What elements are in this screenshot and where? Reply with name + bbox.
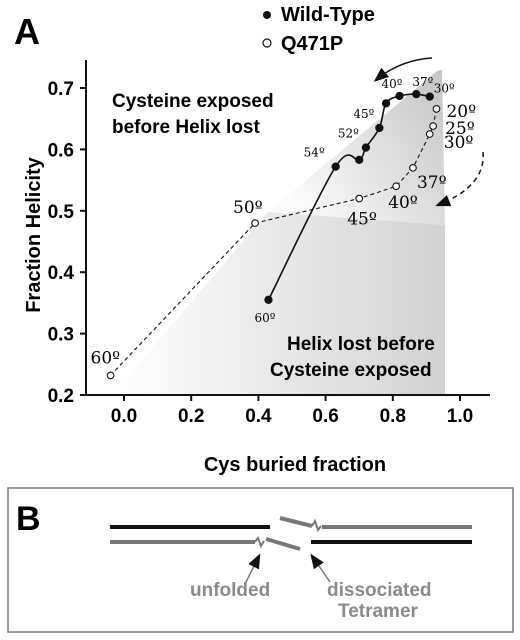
arrow-wild-type-direction	[373, 57, 433, 82]
x-tick-label: 0.0	[111, 406, 137, 427]
squiggle-top	[311, 518, 322, 533]
legend-marker-wild-type	[263, 11, 271, 19]
region-upper-line1: Cysteine exposed	[112, 91, 274, 112]
legend-wild-type: Wild-Type	[281, 4, 375, 26]
axes	[85, 60, 490, 396]
y-ticks: 0.2 0.3 0.4 0.5 0.6 0.7	[48, 79, 86, 407]
wild-type-point	[425, 92, 434, 101]
q471p-point	[425, 130, 434, 138]
q471p-point-label: 30º	[444, 133, 474, 153]
wild-type-point	[331, 162, 340, 171]
y-tick-label: 0.3	[48, 325, 74, 346]
q471p-point-label: 60º	[91, 348, 121, 368]
wild-type-point-label: 45º	[353, 107, 374, 121]
q471p-point-label: 37º	[417, 173, 447, 193]
wild-type-point	[355, 155, 364, 164]
q471p-point	[429, 122, 437, 130]
x-axis-label: Cys buried fraction	[204, 454, 386, 476]
panel-a-label: A	[14, 11, 40, 52]
x-tick-label: 0.2	[178, 406, 204, 427]
label-unfolded: unfolded	[190, 580, 270, 601]
x-ticks: 0.0 0.2 0.4 0.6 0.8 1.0	[111, 395, 473, 427]
q471p-point	[355, 194, 364, 203]
x-tick-label: 0.4	[245, 406, 272, 427]
q471p-point	[409, 163, 417, 172]
panel-b-frame	[7, 487, 514, 633]
q471p-point-label: 40º	[388, 193, 418, 213]
strand-gray-bottom-break	[265, 537, 301, 551]
squiggle-bottom	[254, 535, 265, 549]
wild-type-point-label: 54º	[304, 146, 325, 160]
region-lower-line2: Cysteine exposed	[270, 360, 432, 381]
legend: Wild-Type Q471P	[262, 4, 375, 55]
wild-type-point	[381, 99, 391, 108]
y-axis-label: Fraction Helicity	[23, 156, 45, 312]
wild-type-point	[412, 89, 421, 99]
wild-type-point	[264, 295, 273, 304]
y-tick-label: 0.4	[48, 263, 75, 284]
legend-marker-q471p	[262, 38, 272, 48]
y-tick-label: 0.6	[48, 140, 74, 161]
label-tetramer: Tetramer	[338, 601, 419, 622]
wild-type-point-label: 40º	[382, 77, 403, 91]
wild-type-point	[361, 143, 371, 152]
x-tick-label: 0.6	[312, 406, 338, 427]
q471p-point-label: 25º	[445, 119, 475, 139]
wild-type-point-label: 37º	[412, 75, 433, 89]
q471p-point	[251, 219, 259, 227]
q471p-point	[106, 371, 115, 380]
legend-q471p: Q471P	[281, 33, 343, 55]
y-tick-label: 0.2	[48, 386, 74, 407]
strand-gray-top-break	[279, 516, 313, 528]
q471p-point	[432, 105, 441, 113]
panel-b-label: B	[16, 500, 41, 538]
wild-type-point-label: 30º	[434, 82, 455, 96]
shade-lower-region	[112, 212, 445, 395]
shade-upper-region	[268, 70, 445, 225]
wild-type-point	[375, 123, 384, 133]
x-tick-label: 1.0	[447, 406, 473, 427]
arrow-unfolded	[245, 553, 261, 583]
region-lower-line1: Helix lost before	[287, 334, 435, 355]
y-tick-label: 0.5	[48, 202, 75, 223]
q471p-point	[392, 182, 401, 191]
label-dissociated: dissociated	[327, 580, 432, 601]
arrow-dissociated	[310, 553, 331, 583]
wild-type-point-label: 60º	[254, 311, 275, 325]
panel-b-diagram	[110, 516, 472, 583]
region-upper-line2: before Helix lost	[112, 117, 260, 138]
y-tick-label: 0.7	[48, 79, 74, 100]
q471p-point-label: 50º	[233, 198, 263, 218]
q471p-point-label: 20º	[446, 102, 476, 122]
x-tick-label: 0.8	[380, 406, 406, 427]
arrow-q471p-direction	[435, 151, 484, 207]
wild-type-point-label: 52º	[338, 127, 359, 141]
q471p-point-label: 45º	[347, 210, 377, 230]
wild-type-point	[395, 91, 404, 101]
